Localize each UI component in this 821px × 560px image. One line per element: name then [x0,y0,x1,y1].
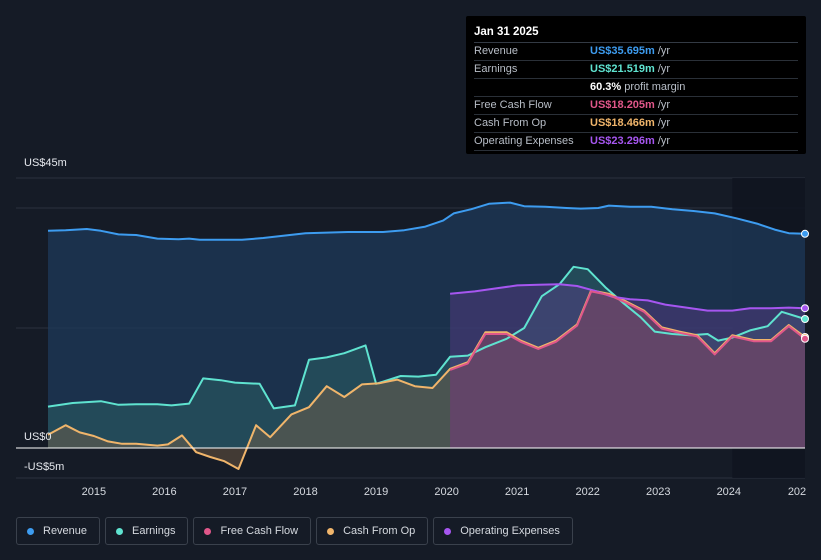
legend-item-earnings[interactable]: Earnings [105,517,189,545]
tooltip-row-value: US$18.205m [590,99,655,111]
y-tick-label: -US$5m [24,461,64,473]
chart-legend: Revenue Earnings Free Cash Flow Cash From O… [16,517,573,547]
tooltip-row-value: 60.3% [590,81,622,93]
tooltip-panel: Jan 31 2025 Revenue US$35.695m/yr Earnings… [466,16,806,154]
x-tick-label: 2019 [364,486,388,498]
x-tick-label: 2015 [82,486,106,498]
area-operating-expenses [450,284,805,448]
tooltip-row-label: Earnings [474,63,518,75]
line-free-cash-flow [449,290,806,371]
chart-axes: US$45m US$0 -US$5m 2015 2016 2017 2018 2019 2020… [16,157,806,498]
legend-item-free-cash-flow[interactable]: Free Cash Flow [193,517,312,545]
tooltip-row: Operating Expenses US$23.296m/yr [474,133,798,151]
line-operating-expenses [450,283,806,312]
tooltip-row-value: US$35.695m [590,45,655,57]
tooltip-row: 60.3% profit margin [474,79,798,97]
tooltip-row-unit: /yr [657,99,671,111]
end-marker-earnings [801,315,809,323]
tooltip-row-value: US$21.519m [590,63,655,75]
legend-label: Operating Expenses [460,525,560,537]
legend-item-cash-from-op[interactable]: Cash From Op [316,517,429,545]
tooltip-rows: Revenue US$35.695m/yr Earnings US$21.519m/y… [474,43,798,151]
legend-dot-icon [327,527,335,535]
tooltip-row-unit: profit margin [624,81,686,93]
x-tick-label: 2017 [223,486,247,498]
x-tick-label: 2021 [505,486,529,498]
tooltip-row-label: Revenue [474,45,519,57]
series-lines [47,201,806,470]
x-tick-label: 2022 [575,486,599,498]
series-areas [48,202,805,469]
legend-dot-icon [116,527,124,535]
tooltip-row: Cash From Op US$18.466m/yr [474,115,798,133]
x-tick-label: 202 [788,486,806,498]
end-marker-free-cash-flow [801,334,809,343]
end-marker-revenue [801,229,809,238]
tooltip-row-value: US$23.296m [590,135,655,147]
tooltip-row-unit: /yr [657,63,671,75]
x-tick-label: 2016 [152,486,176,498]
tooltip-row-label: Operating Expenses [474,135,574,147]
area-cash-from-op [48,290,805,469]
legend-label: Free Cash Flow [220,525,299,537]
tooltip-row-unit: /yr [657,135,671,147]
area-earnings [48,266,805,448]
line-revenue [47,201,806,241]
tooltip-row-value: US$18.466m [590,117,655,129]
legend-dot-icon [204,527,212,535]
legend-label: Cash From Op [343,525,416,537]
tooltip-row-label: Free Cash Flow [474,99,552,111]
tooltip-row: Revenue US$35.695m/yr [474,43,798,61]
x-tick-label: 2020 [434,486,458,498]
area-free-cash-flow [450,291,805,448]
area-revenue [48,202,805,448]
y-tick-label: US$0 [24,431,52,443]
series-end-markers [801,229,809,343]
tooltip-row-label: Cash From Op [474,117,547,129]
x-tick-label: 2023 [646,486,670,498]
tooltip-row-label [474,79,590,96]
tooltip-row: Earnings US$21.519m/yr [474,61,798,79]
legend-item-revenue[interactable]: Revenue [16,517,101,545]
tooltip-row-unit: /yr [657,45,671,57]
end-marker-operating-expenses [801,304,809,313]
line-cash-from-op [47,289,806,470]
x-tick-label: 2018 [293,486,317,498]
tooltip-row-unit: /yr [657,117,671,129]
legend-label: Earnings [132,525,176,537]
tooltip-date: Jan 31 2025 [474,22,798,43]
legend-dot-icon [444,527,452,535]
x-tick-label: 2024 [717,486,741,498]
y-tick-label: US$45m [24,157,67,169]
legend-item-operating-expenses[interactable]: Operating Expenses [433,517,573,545]
legend-label: Revenue [43,525,88,537]
tooltip-row: Free Cash Flow US$18.205m/yr [474,97,798,115]
legend-dot-icon [27,527,34,535]
